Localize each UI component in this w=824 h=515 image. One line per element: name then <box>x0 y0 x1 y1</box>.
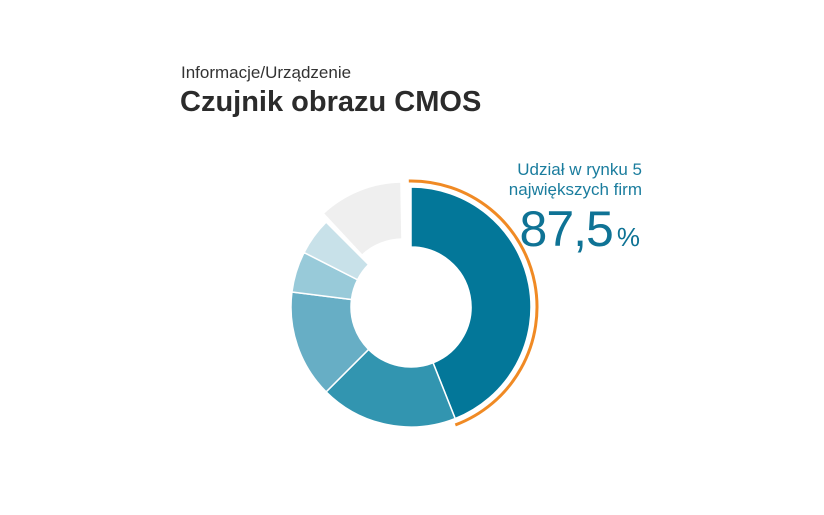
donut-slice-5 <box>303 221 370 281</box>
market-share-value: 87,5% <box>520 200 640 258</box>
market-share-label: Udział w rynku 5 największych firm <box>508 160 642 199</box>
highlight-arc <box>408 179 539 427</box>
donut-slice-2 <box>325 348 457 428</box>
donut-slice-6 <box>322 181 403 257</box>
market-share-unit: % <box>616 222 640 252</box>
market-share-number: 87,5 <box>519 201 614 257</box>
donut-slice-1 <box>410 186 532 420</box>
chart-subtitle: Informacje/Urządzenie <box>181 63 352 82</box>
chart-title: Czujnik obrazu CMOS <box>180 86 482 118</box>
